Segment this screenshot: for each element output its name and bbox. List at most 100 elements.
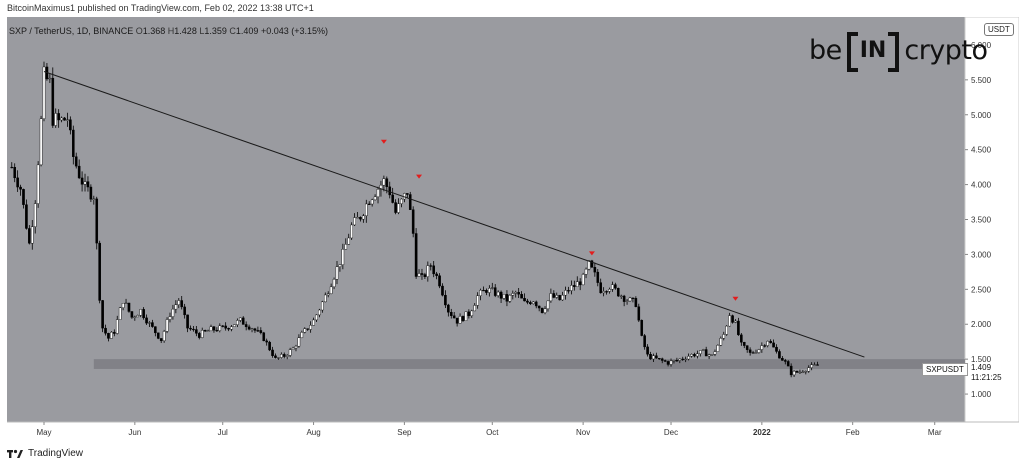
candle-up <box>233 324 236 327</box>
candle-down <box>151 322 154 327</box>
candle-down <box>423 274 427 277</box>
candle-down <box>265 340 268 343</box>
x-tick-label: Mar <box>928 428 942 437</box>
candle-up <box>54 113 58 126</box>
candle-down <box>244 324 248 328</box>
candle-up <box>338 264 342 267</box>
candle-down <box>25 204 28 229</box>
candle-up <box>502 294 506 299</box>
candle-down <box>186 314 189 329</box>
candle-up <box>382 178 386 186</box>
candle-up <box>60 117 63 121</box>
rejection-marker <box>416 174 423 179</box>
last-price-value: 1.409 <box>971 363 992 372</box>
symbol-price-badge: SXPUSDT <box>922 363 968 376</box>
candle-up <box>370 199 374 205</box>
candle-up <box>124 302 128 305</box>
price-chart[interactable]: 1.000 1.500 2.000 2.500 3.000 3.500 4.000 4.500… <box>7 17 1019 443</box>
x-tick-label: Sep <box>397 428 412 437</box>
candle-down <box>740 334 743 343</box>
candle-down <box>13 167 16 179</box>
candle-down <box>408 194 412 210</box>
candle-down <box>482 289 485 292</box>
plot-background <box>7 17 965 422</box>
candle-up <box>813 364 816 366</box>
candle-down <box>461 316 465 321</box>
tradingview-footer[interactable]: TradingView <box>7 448 83 459</box>
candle-down <box>51 77 55 126</box>
candle-down <box>69 119 72 131</box>
symbol-info-bar[interactable]: SXP / TetherUS, 1D, BINANCE O1.368 H1.42… <box>9 26 328 36</box>
candle-down <box>693 354 696 357</box>
low-value: 1.359 <box>204 26 227 36</box>
candle-up <box>365 203 368 217</box>
candle-up <box>250 328 254 330</box>
candle-up <box>230 326 233 330</box>
candle-down <box>778 351 781 359</box>
candle-down <box>789 365 793 376</box>
candle-down <box>666 361 670 365</box>
logo-in-text: IN <box>859 37 887 63</box>
candle-up <box>209 326 213 332</box>
candle-up <box>303 328 307 333</box>
candle-down <box>432 265 435 275</box>
candle-up <box>39 118 43 166</box>
candle-up <box>584 268 588 275</box>
y-tick-label: 5.000 <box>971 111 992 120</box>
candle-down <box>262 332 266 342</box>
symbol-title[interactable]: SXP / TetherUS, 1D, BINANCE <box>9 26 134 36</box>
candle-up <box>810 364 813 368</box>
candle-down <box>540 307 544 313</box>
candle-down <box>104 327 107 334</box>
x-tick-label: Feb <box>846 428 860 437</box>
candle-down <box>599 282 602 294</box>
candle-up <box>33 203 37 227</box>
candle-down <box>655 355 658 359</box>
chart-area[interactable]: 1.000 1.500 2.000 2.500 3.000 3.500 4.000 4.500… <box>7 17 1019 443</box>
candle-up <box>323 294 327 303</box>
candle-up <box>804 371 808 373</box>
candle-up <box>426 265 430 277</box>
candle-up <box>619 295 623 298</box>
rejection-marker <box>732 296 739 301</box>
candle-up <box>628 297 632 302</box>
candle-up <box>321 301 324 311</box>
candle-up <box>722 334 726 339</box>
candle-up <box>511 293 515 296</box>
candle-up <box>297 337 301 347</box>
candle-down <box>142 309 145 319</box>
candle-down <box>95 198 99 244</box>
candle-down <box>145 317 148 324</box>
candle-down <box>259 330 263 333</box>
candle-down <box>221 325 225 327</box>
candle-up <box>315 314 318 321</box>
candle-down <box>101 300 104 329</box>
candle-up <box>514 292 518 294</box>
candle-up <box>496 291 500 296</box>
candle-up <box>710 354 714 356</box>
candle-up <box>532 301 535 305</box>
candle-down <box>247 326 251 330</box>
candle-down <box>781 358 784 361</box>
candle-up <box>174 304 178 310</box>
candle-down <box>634 298 638 307</box>
candle-down <box>438 275 441 287</box>
x-tick-label: Nov <box>576 428 590 437</box>
candle-up <box>470 310 474 317</box>
candle-down <box>786 361 790 367</box>
candle-down <box>80 177 84 185</box>
currency-badge[interactable]: USDT <box>984 23 1014 36</box>
candle-up <box>725 325 728 335</box>
candle-down <box>772 342 775 348</box>
candle-up <box>561 294 564 301</box>
candle-down <box>57 113 60 121</box>
candle-up <box>488 288 491 293</box>
candle-down <box>649 354 652 360</box>
candle-up <box>716 345 720 352</box>
candle-up <box>362 215 365 220</box>
candle-down <box>704 349 708 357</box>
candle-down <box>113 331 116 334</box>
candle-up <box>417 273 421 277</box>
candle-up <box>30 226 34 244</box>
candle-up <box>669 360 673 365</box>
